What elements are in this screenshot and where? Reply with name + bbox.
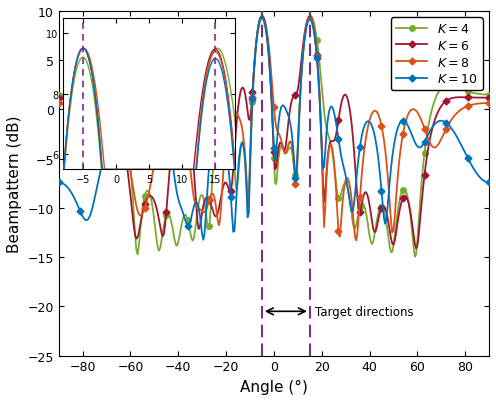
$K=6$ <box>68 96 74 101</box>
$K=6$ <box>326 146 332 150</box>
$K=8$ <box>436 142 442 146</box>
$K=8$ <box>68 101 74 105</box>
$K=6$ <box>436 108 442 113</box>
$K=8$ <box>353 239 359 243</box>
$K=8$ <box>136 212 142 217</box>
$K=4$ <box>301 45 307 49</box>
$K=10$ <box>259 14 265 19</box>
$K=6$ <box>302 29 308 34</box>
$K=10$ <box>200 238 206 243</box>
$K=10$ <box>136 144 142 148</box>
$K=4$ <box>308 14 314 19</box>
$K=6$ <box>136 231 142 235</box>
Line: $K=10$: $K=10$ <box>57 14 492 243</box>
$K=8$ <box>326 147 332 152</box>
$K=10$ <box>486 180 492 185</box>
$K=6$ <box>259 14 265 19</box>
$K=10$ <box>317 117 323 122</box>
$K=10$ <box>56 180 62 185</box>
$K=4$ <box>436 90 442 95</box>
$K=4$ <box>326 135 332 140</box>
$K=10$ <box>68 190 74 194</box>
$K=6$ <box>56 96 62 101</box>
$K=8$ <box>56 101 62 106</box>
Text: Target directions: Target directions <box>314 305 413 318</box>
$K=8$ <box>259 14 265 19</box>
Line: $K=6$: $K=6$ <box>57 14 492 251</box>
X-axis label: Angle (°): Angle (°) <box>240 379 308 394</box>
$K=8$ <box>486 101 492 106</box>
$K=4$ <box>56 93 62 98</box>
$K=6$ <box>486 96 492 101</box>
$K=4$ <box>316 59 322 64</box>
$K=8$ <box>302 32 308 37</box>
$K=4$ <box>136 244 142 249</box>
$K=4$ <box>486 93 492 98</box>
$K=10$ <box>436 119 442 124</box>
$K=10$ <box>327 106 333 111</box>
$K=4$ <box>412 255 418 259</box>
$K=4$ <box>68 93 74 98</box>
Legend: $K=4$, $K=6$, $K=8$, $K=10$: $K=4$, $K=6$, $K=8$, $K=10$ <box>391 18 483 91</box>
Line: $K=4$: $K=4$ <box>56 14 492 260</box>
$K=8$ <box>316 90 322 95</box>
Y-axis label: Beampattern (dB): Beampattern (dB) <box>7 115 22 252</box>
$K=10$ <box>303 27 309 32</box>
$K=6$ <box>413 247 419 251</box>
Line: $K=8$: $K=8$ <box>57 14 492 243</box>
$K=6$ <box>316 88 322 93</box>
